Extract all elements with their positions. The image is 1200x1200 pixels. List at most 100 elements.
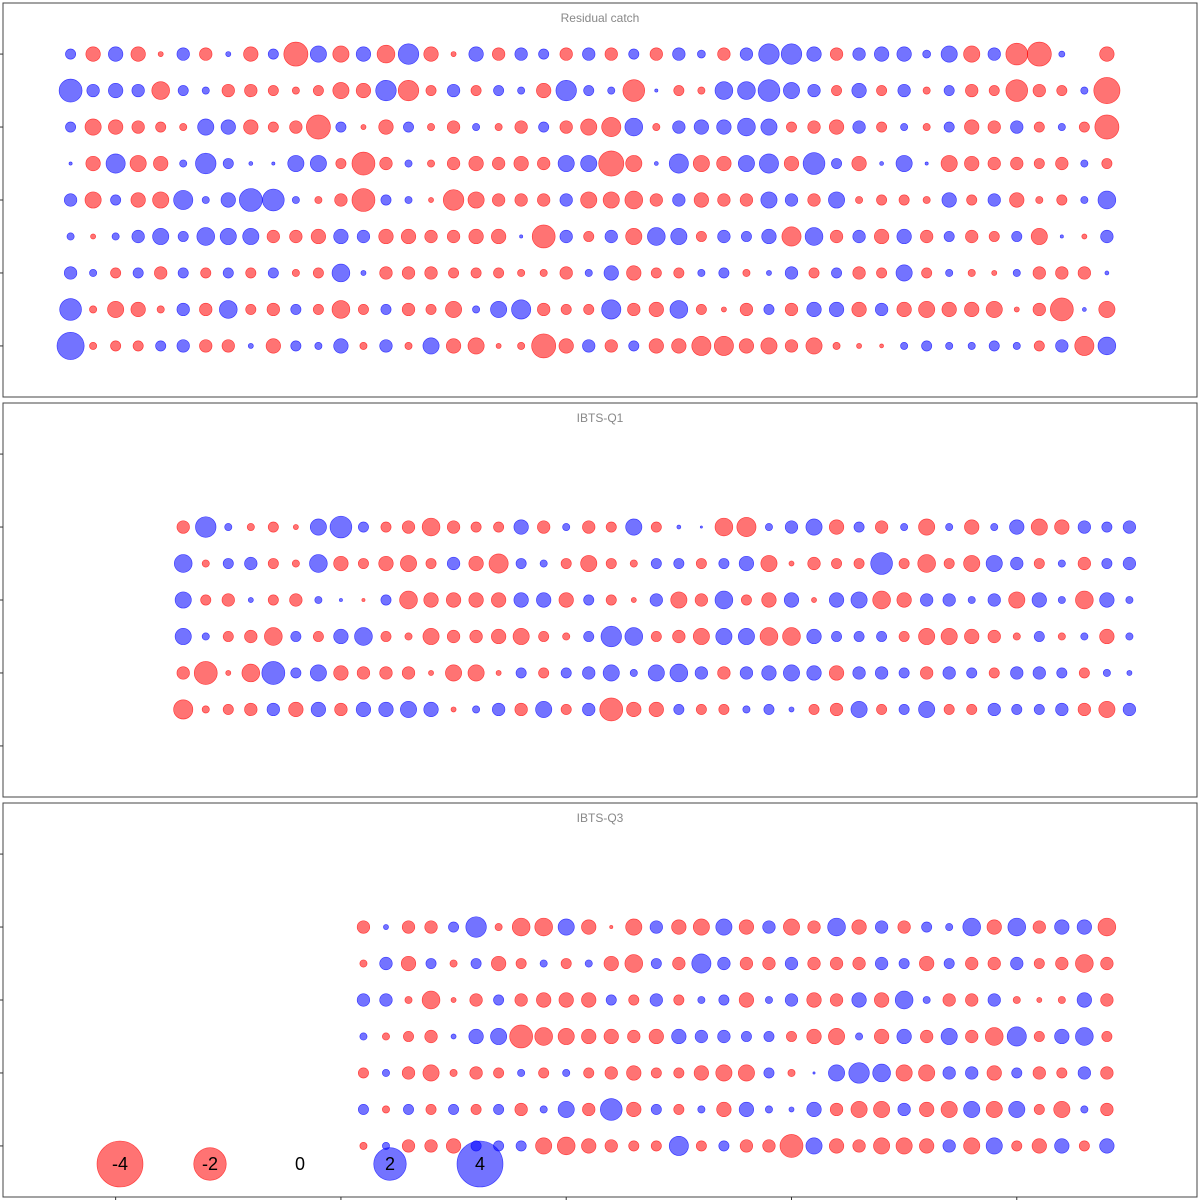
- residual-bubble: [560, 558, 572, 569]
- residual-bubble: [697, 86, 706, 95]
- residual-bubble: [784, 266, 799, 280]
- residual-bubble: [355, 82, 372, 99]
- residual-bubble: [694, 593, 708, 607]
- residual-bubble: [401, 1139, 416, 1153]
- residual-bubble: [221, 339, 235, 353]
- residual-bubble: [691, 953, 712, 974]
- legend-bubble: [456, 1140, 504, 1188]
- residual-bubble: [261, 661, 286, 685]
- residual-bubble: [196, 227, 215, 246]
- residual-bubble: [924, 161, 929, 166]
- residual-bubble: [736, 517, 757, 537]
- residual-bubble: [174, 554, 193, 573]
- residual-bubble: [358, 304, 369, 315]
- residual-bubble: [354, 627, 373, 646]
- residual-bubble: [130, 192, 146, 208]
- residual-bubble: [988, 231, 1000, 242]
- residual-bubble: [309, 155, 327, 172]
- residual-bubble: [604, 339, 618, 353]
- residual-bubble: [539, 559, 548, 568]
- residual-bubble: [424, 1139, 438, 1153]
- residual-bubble: [156, 305, 165, 314]
- residual-bubble: [716, 155, 732, 172]
- residual-bubble: [625, 155, 643, 172]
- residual-bubble: [85, 155, 101, 172]
- residual-bubble: [966, 194, 978, 206]
- residual-bubble: [829, 47, 844, 61]
- residual-bubble: [422, 628, 440, 645]
- residual-bubble: [492, 702, 506, 717]
- residual-bubble: [400, 955, 417, 972]
- residual-bubble: [562, 1069, 571, 1077]
- residual-bubble: [831, 158, 842, 169]
- residual-bubble: [806, 1028, 822, 1045]
- residual-bubble: [874, 992, 890, 1008]
- residual-bubble: [222, 631, 234, 642]
- residual-bubble: [918, 301, 936, 318]
- residual-bubble: [783, 592, 800, 608]
- residual-bubble: [400, 228, 417, 245]
- residual-bubble: [266, 229, 280, 244]
- residual-bubble: [990, 523, 999, 531]
- residual-bubble: [333, 338, 349, 354]
- residual-bubble: [985, 1101, 1003, 1118]
- residual-bubble: [628, 1140, 640, 1152]
- residual-bubble: [193, 661, 218, 685]
- residual-bubble: [379, 339, 393, 353]
- residual-bubble: [446, 629, 461, 644]
- residual-bubble: [717, 1029, 731, 1044]
- residual-bubble: [309, 554, 328, 573]
- residual-bubble: [851, 155, 867, 172]
- residual-bubble: [852, 120, 866, 134]
- residual-bubble: [449, 959, 458, 968]
- residual-bubble: [312, 304, 324, 315]
- residual-bubble: [829, 956, 844, 971]
- residual-bubble: [625, 228, 643, 245]
- residual-bubble: [1056, 667, 1068, 679]
- residual-bubble: [559, 47, 573, 61]
- residual-bubble: [761, 228, 777, 245]
- residual-bubble: [65, 48, 77, 60]
- residual-bubble: [1032, 1066, 1046, 1080]
- residual-bubble: [671, 919, 687, 935]
- residual-bubble: [740, 594, 752, 606]
- residual-bubble: [694, 666, 708, 680]
- residual-bubble: [132, 267, 144, 279]
- residual-bubble: [1008, 591, 1026, 609]
- residual-bubble: [828, 191, 845, 209]
- residual-bubble: [805, 337, 823, 355]
- residual-bubble: [401, 302, 416, 317]
- residual-bubble: [1101, 158, 1113, 169]
- residual-bubble: [176, 520, 190, 534]
- residual-bubble: [292, 524, 299, 530]
- residual-bubble: [922, 123, 931, 131]
- residual-bubble: [531, 333, 557, 359]
- residual-bubble: [852, 956, 866, 971]
- residual-bubble: [921, 267, 933, 279]
- residual-bubble: [1077, 520, 1091, 534]
- residual-bubble: [1077, 266, 1091, 280]
- residual-bubble: [668, 1136, 689, 1156]
- residual-bubble: [786, 121, 797, 133]
- residual-bubble: [1011, 1067, 1023, 1079]
- residual-bubble: [718, 558, 730, 569]
- residual-bubble: [468, 592, 484, 608]
- residual-bubble: [965, 83, 979, 98]
- residual-bubble: [676, 524, 682, 530]
- residual-bubble: [535, 701, 553, 718]
- residual-bubble: [1080, 159, 1089, 168]
- residual-bubble: [515, 667, 527, 679]
- residual-bubble: [63, 266, 78, 280]
- residual-bubble: [289, 229, 303, 244]
- residual-bubble: [335, 158, 347, 169]
- residual-bubble: [920, 1029, 934, 1044]
- residual-bubble: [695, 1140, 707, 1152]
- residual-bubble: [539, 269, 548, 277]
- residual-bubble: [1055, 266, 1069, 280]
- residual-bubble: [738, 1064, 755, 1082]
- residual-bubble: [942, 666, 956, 680]
- residual-bubble: [875, 302, 889, 317]
- residual-bubble: [446, 156, 461, 171]
- residual-bubble: [495, 670, 502, 676]
- residual-bubble: [490, 301, 508, 318]
